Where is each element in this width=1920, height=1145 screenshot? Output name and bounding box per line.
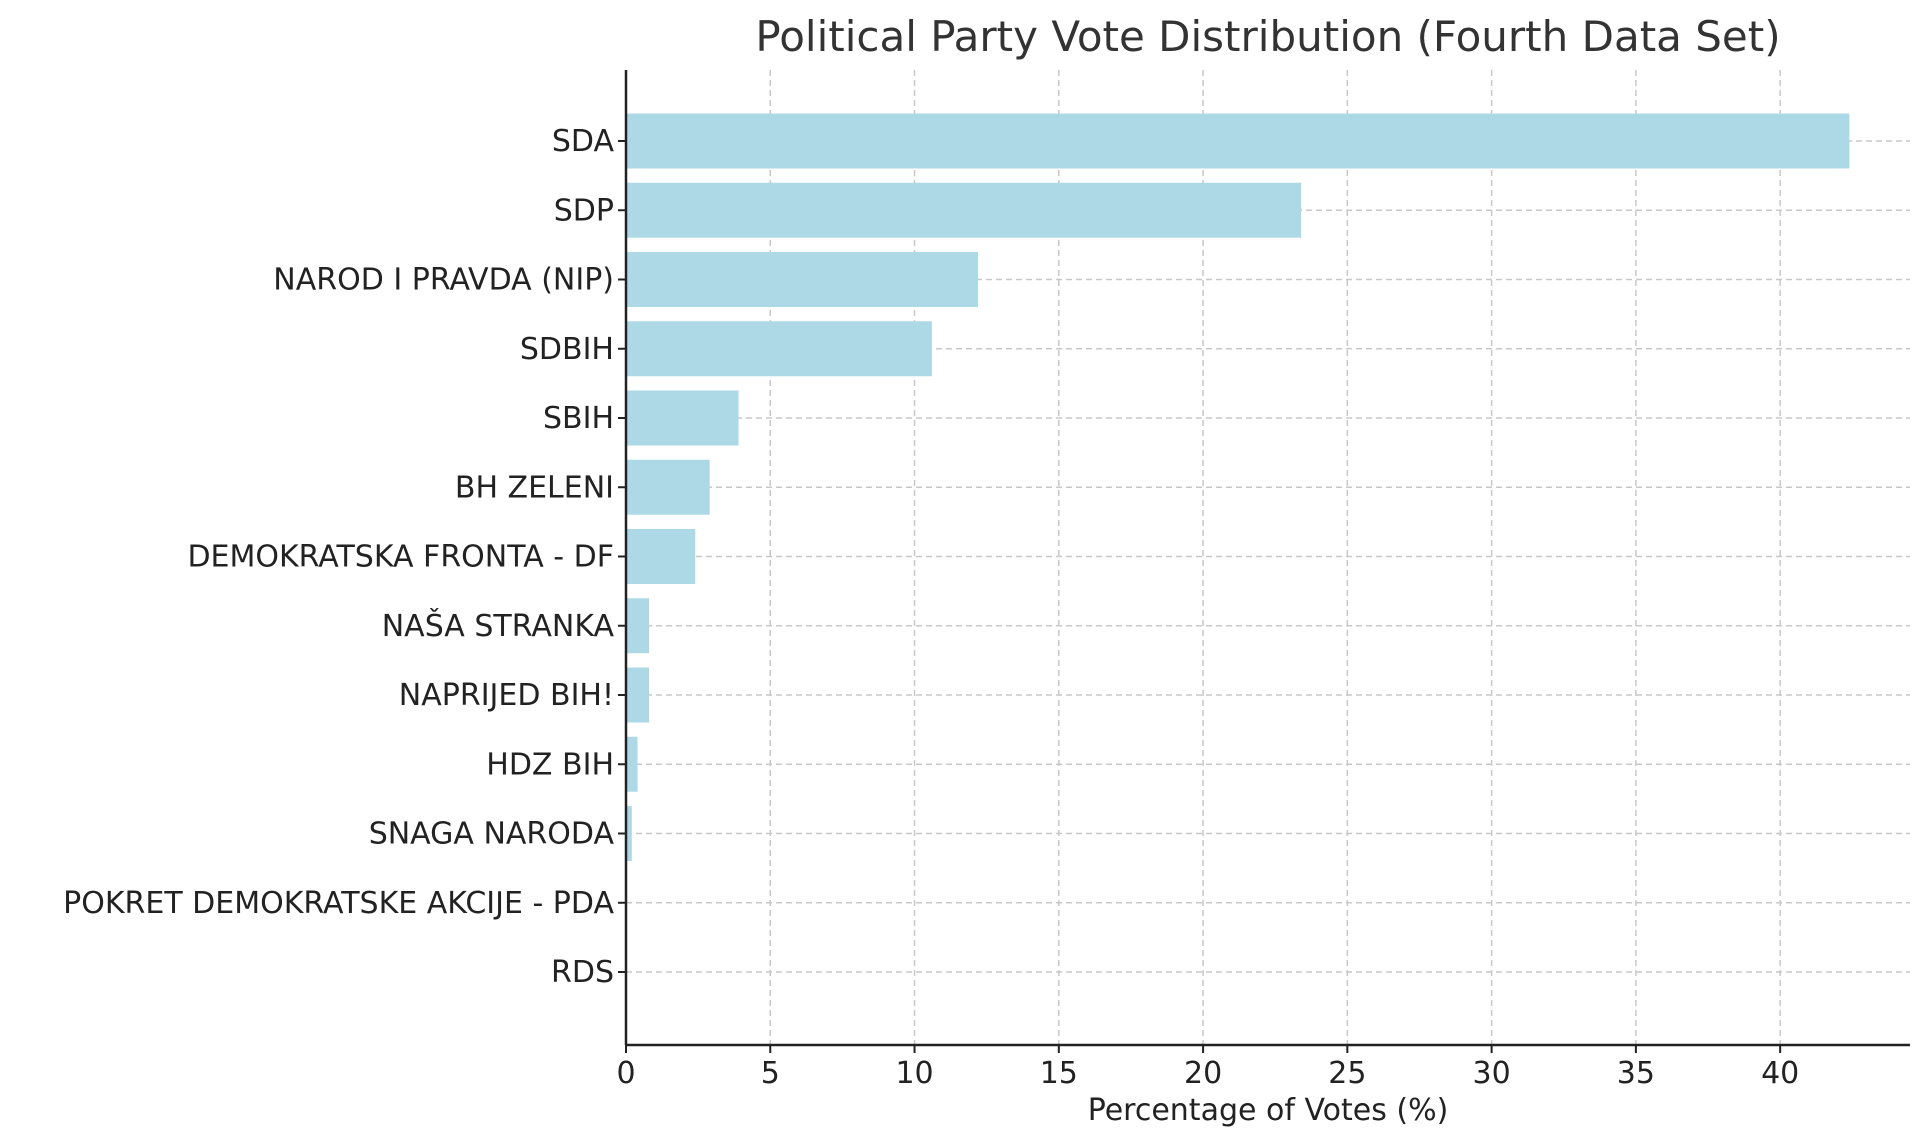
chart-title: Political Party Vote Distribution (Fourt… [755, 12, 1780, 61]
x-tick-label: 40 [1761, 1056, 1799, 1091]
bar [626, 459, 710, 515]
y-tick-label: NAŠA STRANKA [382, 607, 615, 644]
x-tick-label: 15 [1040, 1056, 1078, 1091]
grid-lines [625, 70, 1910, 1045]
y-tick-label: POKRET DEMOKRATSKE AKCIJE - PDA [63, 886, 614, 921]
y-tick-label: RDS [551, 955, 614, 990]
y-tick-label: HDZ BIH [486, 747, 614, 782]
x-tick-labels: 0 5 10 15 20 25 30 35 40 [616, 1056, 1799, 1091]
bars [626, 113, 1850, 861]
x-axis-label: Percentage of Votes (%) [1088, 1093, 1449, 1128]
bar [626, 113, 1850, 169]
y-tick-label: BH ZELENI [455, 470, 614, 505]
x-tick-label: 0 [616, 1056, 635, 1091]
bar [626, 667, 650, 723]
y-tick-label: SDBIH [520, 332, 614, 367]
x-tick-label: 5 [761, 1056, 780, 1091]
y-tick-label: NAROD I PRAVDA (NIP) [273, 263, 614, 298]
x-tick-label: 30 [1473, 1056, 1511, 1091]
bar [626, 598, 650, 654]
bar [626, 806, 632, 861]
y-tick-label: SBIH [543, 401, 614, 436]
bar [626, 529, 696, 584]
y-tick-label: SDP [554, 193, 614, 228]
x-tick-label: 20 [1184, 1056, 1222, 1091]
y-tick-label: NAPRIJED BIH! [399, 678, 614, 713]
x-tick-label: 10 [895, 1056, 933, 1091]
bar [626, 390, 739, 446]
bar [626, 252, 979, 307]
x-tick-label: 25 [1328, 1056, 1366, 1091]
axes [618, 70, 1910, 1053]
x-tick-label: 35 [1617, 1056, 1655, 1091]
bar [626, 182, 1302, 238]
y-tick-label: DEMOKRATSKA FRONTA - DF [187, 540, 614, 575]
y-tick-label: SDA [552, 124, 615, 159]
y-tick-label: SNAGA NARODA [369, 817, 615, 852]
bar [626, 321, 932, 377]
y-tick-labels: SDA SDP NAROD I PRAVDA (NIP) SDBIH SBIH BH ZE… [63, 124, 614, 990]
bar [626, 736, 638, 792]
